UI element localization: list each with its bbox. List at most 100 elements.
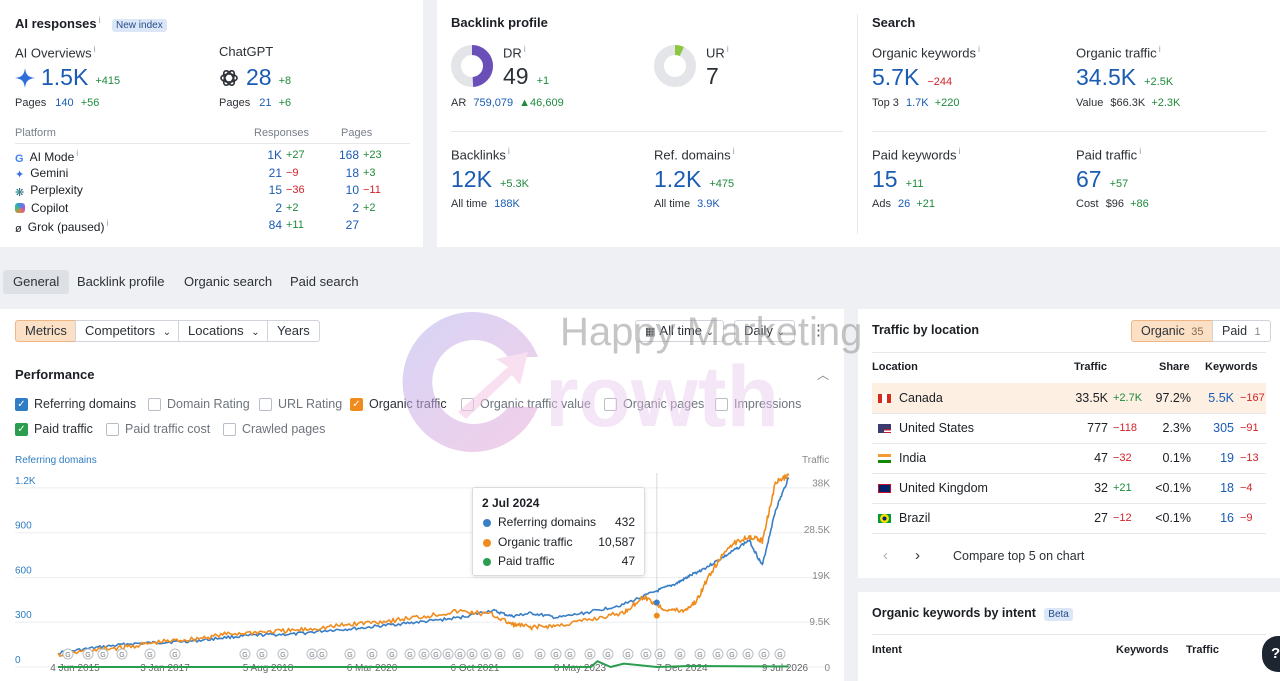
location-name[interactable]: India <box>878 451 926 465</box>
more-options-icon[interactable]: ⋮ <box>811 322 826 339</box>
metric-checkbox-domain-rating[interactable]: Domain Rating <box>148 397 250 411</box>
ai-overviews-value[interactable]: 1.5K <box>41 64 89 90</box>
location-keywords[interactable]: 305 <box>1213 421 1234 435</box>
tab-organic-search[interactable]: Organic search <box>184 274 273 289</box>
info-icon[interactable]: i <box>1139 146 1142 156</box>
grok-icon: ø <box>15 222 22 235</box>
new-index-badge: New index <box>112 19 167 32</box>
tab-paid-search[interactable]: Paid search <box>290 274 359 289</box>
metric-checkbox-referring-domains[interactable]: Referring domains <box>15 397 136 411</box>
org-tr-value[interactable]: 34.5K <box>1076 64 1137 90</box>
location-traffic: 33.5K <box>1075 391 1108 405</box>
info-icon[interactable]: i <box>732 146 735 156</box>
platform-name: ❋ Perplexity <box>15 183 83 199</box>
collapse-icon[interactable]: ︿ <box>817 368 830 382</box>
refdomains-value[interactable]: 1.2K <box>654 166 702 192</box>
chevron-down-icon: ⌄ <box>251 327 260 338</box>
platform-pages-delta: +3 <box>363 166 376 179</box>
toggle-paid[interactable]: Paid 1 <box>1212 320 1271 342</box>
location-name[interactable]: United States <box>878 421 974 435</box>
info-icon[interactable]: i <box>507 146 510 156</box>
location-name[interactable]: Canada <box>878 391 943 405</box>
info-icon[interactable]: i <box>93 44 96 54</box>
ai-overviews-value-row: 1.5K +415 <box>15 64 120 91</box>
time-range-select[interactable]: ▦ All time ⌄ <box>635 320 725 342</box>
platform-responses[interactable]: 21 <box>268 165 282 180</box>
location-keywords[interactable]: 5.5K <box>1208 391 1234 405</box>
metric-checkbox-url-rating[interactable]: URL Rating <box>259 397 342 411</box>
info-icon[interactable]: i <box>523 44 526 54</box>
segment-metrics[interactable]: Metrics <box>15 320 77 342</box>
left-tick-label: 0 <box>15 655 21 666</box>
tab-backlink-profile[interactable]: Backlink profile <box>77 274 165 289</box>
performance-title: Performance <box>15 367 95 382</box>
tab-general[interactable]: General <box>3 270 70 294</box>
checkbox-icon <box>15 397 28 411</box>
platform-pages[interactable]: 10 <box>345 183 359 197</box>
metric-checkbox-organic-traffic-value[interactable]: Organic traffic value <box>461 397 591 411</box>
info-icon[interactable]: i <box>958 146 961 156</box>
compare-top5-link[interactable]: Compare top 5 on chart <box>953 549 1085 563</box>
segment-locations[interactable]: Locations ⌄ <box>178 320 270 342</box>
paid-kw-value[interactable]: 15 <box>872 166 898 192</box>
org-kw-value[interactable]: 5.7K <box>872 64 920 90</box>
platform-responses[interactable]: 1K <box>267 148 282 162</box>
legend-dot-icon <box>483 538 491 547</box>
platform-pages[interactable]: 168 <box>338 148 359 162</box>
platform-pages[interactable]: 18 <box>345 165 359 180</box>
location-share: 97.2% <box>1155 391 1191 405</box>
metric-checkbox-organic-traffic[interactable]: Organic traffic <box>350 397 447 411</box>
location-traffic-delta: −118 <box>1113 422 1137 434</box>
annotation-marker-icon <box>674 648 686 660</box>
segment-competitors[interactable]: Competitors ⌄ <box>75 320 182 342</box>
info-icon[interactable]: i <box>978 44 981 54</box>
location-title: Traffic by location <box>872 323 979 337</box>
next-page-icon[interactable]: › <box>915 547 920 564</box>
performance-chart[interactable]: 0 300 600 900 1.2K 9.5K 19K 28.5K 38K 0 4 Jun 2015… <box>0 465 844 681</box>
perplexity-icon: ❋ <box>15 186 25 199</box>
annotation-marker-icon <box>97 648 109 660</box>
chatgpt-value[interactable]: 28 <box>246 64 272 90</box>
info-icon[interactable]: i <box>726 44 729 54</box>
metric-checkbox-paid-traffic[interactable]: Paid traffic <box>15 422 93 436</box>
platform-responses[interactable]: 84 <box>268 218 282 232</box>
metric-checkbox-impressions[interactable]: Impressions <box>715 397 801 411</box>
location-name[interactable]: Brazil <box>878 511 930 525</box>
platform-pages[interactable]: 27 <box>345 218 359 232</box>
paid-tr-value[interactable]: 67 <box>1076 166 1102 192</box>
location-keywords[interactable]: 19 <box>1220 451 1234 465</box>
prev-page-icon[interactable]: ‹ <box>883 547 888 564</box>
info-icon[interactable]: i <box>1158 44 1161 54</box>
info-icon[interactable]: i <box>98 15 101 25</box>
annotation-marker-label: G <box>407 652 412 659</box>
metric-checkbox-organic-pages[interactable]: Organic pages <box>604 397 704 411</box>
backlinks-delta: +5.3K <box>499 178 529 190</box>
location-keywords[interactable]: 16 <box>1220 511 1234 525</box>
legend-dot-icon <box>483 519 491 527</box>
info-icon[interactable]: i <box>106 218 109 228</box>
annotation-marker-icon <box>494 648 506 660</box>
help-icon[interactable]: ? <box>1262 636 1280 672</box>
annotation-marker-icon <box>550 648 562 660</box>
platform-responses[interactable]: 2 <box>275 200 282 215</box>
platform-pages[interactable]: 2 <box>352 200 359 215</box>
annotation-marker-icon <box>774 648 786 660</box>
location-name[interactable]: United Kingdom <box>878 481 988 495</box>
chevron-down-icon: ⌄ <box>776 327 785 338</box>
metric-checkbox-paid-traffic-cost[interactable]: Paid traffic cost <box>106 422 210 436</box>
hover-dot <box>653 612 660 619</box>
segment-years[interactable]: Years <box>267 320 320 342</box>
divider <box>872 131 1266 132</box>
metric-checkbox-crawled-pages[interactable]: Crawled pages <box>223 422 325 436</box>
chevron-down-icon: ⌄ <box>162 327 172 338</box>
interval-select[interactable]: Daily ⌄ <box>734 320 795 342</box>
annotation-marker-icon <box>62 648 74 660</box>
backlinks-alltime: All time 188K <box>451 198 520 210</box>
location-keywords[interactable]: 18 <box>1220 481 1234 495</box>
backlinks-value[interactable]: 12K <box>451 166 492 192</box>
openai-icon <box>220 69 238 86</box>
info-icon[interactable]: i <box>76 148 79 158</box>
toggle-organic[interactable]: Organic 35 <box>1131 320 1214 342</box>
platform-responses[interactable]: 15 <box>268 183 282 197</box>
annotation-marker-icon <box>712 648 724 660</box>
